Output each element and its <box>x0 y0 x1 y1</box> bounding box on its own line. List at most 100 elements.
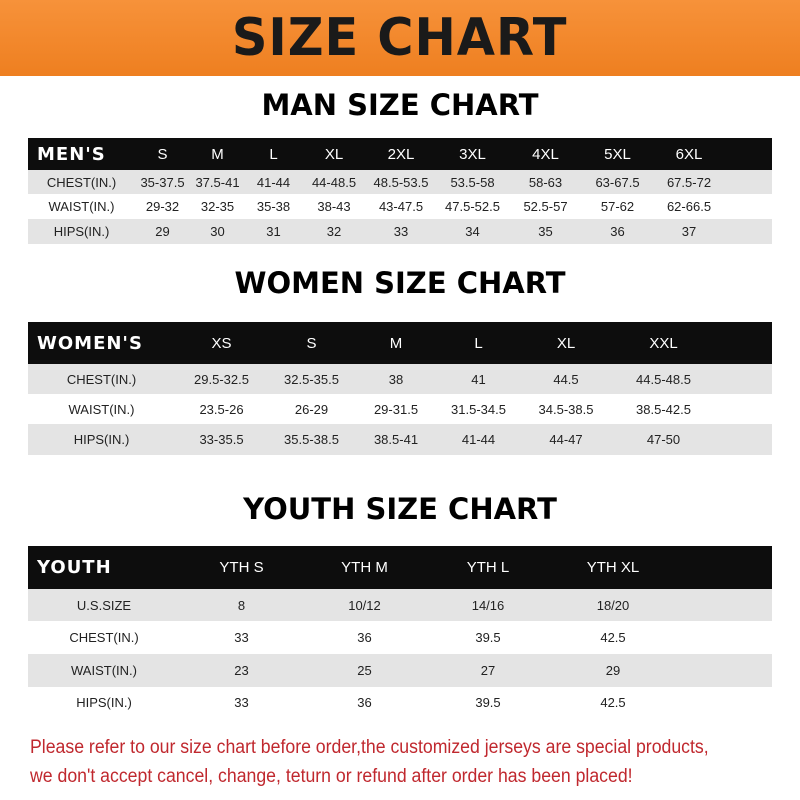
size-header: YTH M <box>303 546 426 589</box>
men-size-table: MEN'S S M L XL 2XL 3XL 4XL 5XL 6XL CHEST(IN.) 35-37… <box>28 138 772 244</box>
table-cell: 62-66.5 <box>653 194 725 219</box>
table-cell: 31 <box>245 219 302 244</box>
men-section-title: MAN SIZE CHART <box>261 88 539 122</box>
table-cell: 26-29 <box>268 394 355 424</box>
table-cell: 48.5-53.5 <box>366 170 436 194</box>
row-label: WAIST(IN.) <box>28 394 175 424</box>
table-cell: 8 <box>180 589 303 621</box>
table-cell: 10/12 <box>303 589 426 621</box>
table-row: WAIST(IN.) 29-32 32-35 35-38 38-43 43-47.5 47.… <box>28 194 772 219</box>
header-row: WOMEN'S XS S M L XL XXL <box>28 322 772 364</box>
table-cell: 30 <box>190 219 245 244</box>
table-cell: 67.5-72 <box>653 170 725 194</box>
table-cell: 33 <box>180 687 303 718</box>
row-label: CHEST(IN.) <box>28 364 175 394</box>
empty-cell <box>715 364 772 394</box>
youth-section-title: YOUTH SIZE CHART <box>243 492 557 526</box>
table-cell: 31.5-34.5 <box>437 394 520 424</box>
table-cell: 52.5-57 <box>509 194 582 219</box>
table-cell: 42.5 <box>550 687 676 718</box>
size-header: XXL <box>612 322 715 364</box>
table-row: CHEST(IN.) 29.5-32.5 32.5-35.5 38 41 44.5 44.5… <box>28 364 772 394</box>
size-header: 5XL <box>582 138 653 170</box>
table-cell: 41 <box>437 364 520 394</box>
table-cell: 47.5-52.5 <box>436 194 509 219</box>
table-cell: 41-44 <box>437 424 520 455</box>
size-header: L <box>437 322 520 364</box>
table-cell: 44.5-48.5 <box>612 364 715 394</box>
disclaimer-note: Please refer to our size chart before or… <box>30 733 737 791</box>
table-cell: 44.5 <box>520 364 612 394</box>
table-cell: 27 <box>426 654 550 687</box>
table-cell: 38-43 <box>302 194 366 219</box>
table-row: WAIST(IN.) 23 25 27 29 <box>28 654 772 687</box>
table-cell: 44-47 <box>520 424 612 455</box>
title-banner: SIZE CHART <box>0 0 800 76</box>
women-section-title: WOMEN SIZE CHART <box>234 266 566 300</box>
table-cell: 33 <box>366 219 436 244</box>
empty-cell <box>715 322 772 364</box>
table-cell: 29.5-32.5 <box>175 364 268 394</box>
size-header: YTH S <box>180 546 303 589</box>
size-header: S <box>268 322 355 364</box>
empty-cell <box>676 621 772 654</box>
table-cell: 35-37.5 <box>135 170 190 194</box>
table-row: HIPS(IN.) 33-35.5 35.5-38.5 38.5-41 41-44 44-… <box>28 424 772 455</box>
table-cell: 36 <box>303 687 426 718</box>
size-header: S <box>135 138 190 170</box>
empty-cell <box>725 194 772 219</box>
size-header: XS <box>175 322 268 364</box>
size-header: 2XL <box>366 138 436 170</box>
table-cell: 36 <box>582 219 653 244</box>
banner-title: SIZE CHART <box>232 8 568 68</box>
header-row: YOUTH YTH S YTH M YTH L YTH XL <box>28 546 772 589</box>
table-row: U.S.SIZE 8 10/12 14/16 18/20 <box>28 589 772 621</box>
table-cell: 43-47.5 <box>366 194 436 219</box>
size-header: 4XL <box>509 138 582 170</box>
table-cell: 23 <box>180 654 303 687</box>
table-cell: 29-32 <box>135 194 190 219</box>
table-cell: 14/16 <box>426 589 550 621</box>
table-cell: 47-50 <box>612 424 715 455</box>
table-title-cell: YOUTH <box>28 546 180 589</box>
table-cell: 32-35 <box>190 194 245 219</box>
row-label: HIPS(IN.) <box>28 219 135 244</box>
empty-cell <box>725 219 772 244</box>
table-cell: 23.5-26 <box>175 394 268 424</box>
size-header: YTH XL <box>550 546 676 589</box>
table-cell: 35 <box>509 219 582 244</box>
row-label: CHEST(IN.) <box>28 170 135 194</box>
row-label: HIPS(IN.) <box>28 687 180 718</box>
table-row: WAIST(IN.) 23.5-26 26-29 29-31.5 31.5-34.5 34… <box>28 394 772 424</box>
size-header: 3XL <box>436 138 509 170</box>
table-cell: 33-35.5 <box>175 424 268 455</box>
table-title-cell: MEN'S <box>28 138 135 170</box>
size-header: L <box>245 138 302 170</box>
table-cell: 42.5 <box>550 621 676 654</box>
size-header: YTH L <box>426 546 550 589</box>
table-row: HIPS(IN.) 29 30 31 32 33 34 35 36 37 <box>28 219 772 244</box>
table-row: CHEST(IN.) 35-37.5 37.5-41 41-44 44-48.5 48.5… <box>28 170 772 194</box>
table-title-cell: WOMEN'S <box>28 322 175 364</box>
table-cell: 39.5 <box>426 687 550 718</box>
table-cell: 38.5-42.5 <box>612 394 715 424</box>
size-header: XL <box>520 322 612 364</box>
table-cell: 34.5-38.5 <box>520 394 612 424</box>
table-cell: 44-48.5 <box>302 170 366 194</box>
table-cell: 33 <box>180 621 303 654</box>
size-header: 6XL <box>653 138 725 170</box>
disclaimer-line-1: Please refer to our size chart before or… <box>30 737 709 758</box>
header-row: MEN'S S M L XL 2XL 3XL 4XL 5XL 6XL <box>28 138 772 170</box>
size-header: XL <box>302 138 366 170</box>
empty-cell <box>715 424 772 455</box>
empty-cell <box>676 546 772 589</box>
empty-cell <box>715 394 772 424</box>
table-cell: 35.5-38.5 <box>268 424 355 455</box>
table-row: HIPS(IN.) 33 36 39.5 42.5 <box>28 687 772 718</box>
women-size-table: WOMEN'S XS S M L XL XXL CHEST(IN.) 29.5-32.5 32.5… <box>28 322 772 455</box>
size-header: M <box>190 138 245 170</box>
table-cell: 53.5-58 <box>436 170 509 194</box>
table-cell: 32 <box>302 219 366 244</box>
table-cell: 38 <box>355 364 437 394</box>
table-cell: 36 <box>303 621 426 654</box>
